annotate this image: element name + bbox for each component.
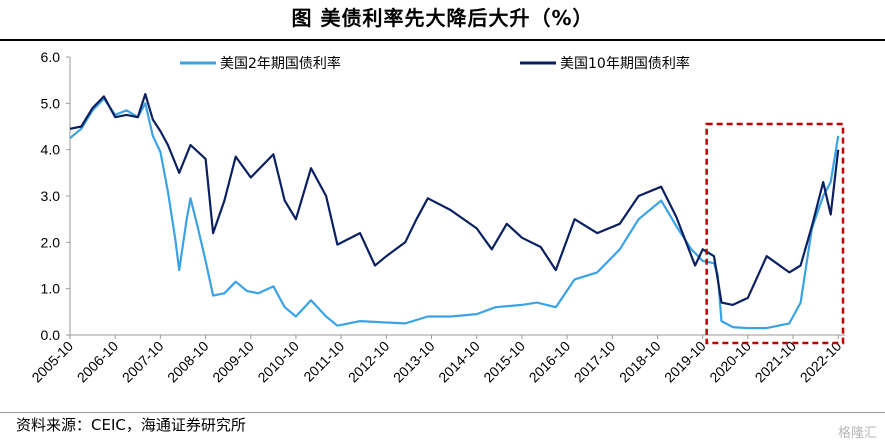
x-tick-label: 2013-10: [390, 338, 438, 386]
y-tick-label: 1.0: [41, 281, 61, 297]
series-lines: [69, 93, 840, 330]
highlight-box: [705, 122, 845, 345]
x-tick-label: 2008-10: [164, 338, 212, 386]
source-note: 资料来源：CEIC，海通证券研究所: [16, 416, 246, 434]
x-tick-label: 2022-10: [797, 338, 845, 386]
x-tick-label: 2005-10: [28, 338, 76, 386]
x-tick-label: 2020-10: [706, 338, 754, 386]
watermark: 格隆汇: [837, 426, 877, 441]
title-bar: 图 美债利率先大降后大升（%）: [0, 0, 885, 38]
legend: 美国2年期国债利率 美国10年期国债利率: [180, 55, 690, 72]
x-tick-label: 2021-10: [752, 338, 800, 386]
y-tick-label: 4.0: [41, 142, 61, 158]
title-rule: [0, 39, 885, 41]
series-line-us10y: [69, 93, 840, 306]
series-line-us2y: [69, 97, 840, 330]
y-axis: 0.0 1.0 2.0 3.0 4.0 5.0 6.0: [41, 49, 71, 343]
x-tick-label: 2019-10: [661, 338, 709, 386]
x-tick-label: 2006-10: [74, 338, 122, 386]
x-tick-label: 2015-10: [480, 338, 528, 386]
y-tick-label: 0.0: [41, 327, 61, 343]
legend-label: 美国2年期国债利率: [220, 55, 341, 72]
x-axis: 2005-102006-102007-102008-102009-102010-…: [28, 335, 844, 385]
legend-label: 美国10年期国债利率: [560, 55, 690, 72]
chart-title: 图 美债利率先大降后大升（%）: [291, 6, 594, 30]
x-tick-label: 2016-10: [526, 338, 574, 386]
y-tick-label: 5.0: [41, 95, 61, 111]
source-rule: [0, 412, 885, 413]
x-tick-label: 2012-10: [345, 338, 393, 386]
x-tick-label: 2010-10: [254, 338, 302, 386]
y-tick-label: 2.0: [41, 234, 61, 250]
x-tick-label: 2009-10: [209, 338, 257, 386]
x-tick-label: 2017-10: [571, 338, 619, 386]
y-tick-label: 6.0: [41, 49, 61, 65]
rates-chart: 0.0 1.0 2.0 3.0 4.0 5.0 6.0 2005-102006-102007…: [28, 49, 845, 385]
x-tick-label: 2014-10: [435, 338, 483, 386]
x-tick-label: 2018-10: [616, 338, 664, 386]
x-tick-label: 2011-10: [300, 338, 347, 385]
x-tick-label: 2007-10: [119, 338, 167, 386]
y-tick-label: 3.0: [41, 188, 61, 204]
highlight-rect: [705, 122, 845, 345]
